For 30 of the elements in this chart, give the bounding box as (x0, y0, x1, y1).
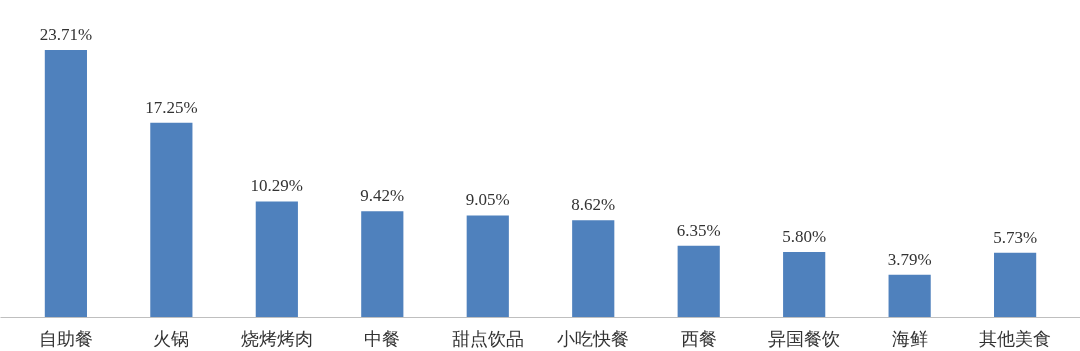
bar (888, 274, 931, 318)
bar (255, 201, 298, 318)
data-label: 5.73% (993, 227, 1038, 247)
data-label: 9.42% (360, 186, 405, 206)
x-tick-label: 烧烤烤肉 (240, 328, 313, 349)
data-label: 17.25% (145, 97, 198, 117)
data-label: 3.79% (887, 249, 932, 269)
bar (361, 211, 404, 318)
x-tick-label: 自助餐 (38, 328, 93, 349)
bar (44, 49, 87, 318)
x-tick-label: 异国餐饮 (768, 328, 841, 349)
data-label: 5.80% (782, 227, 827, 247)
data-label: 8.62% (571, 195, 616, 215)
bar (466, 215, 509, 318)
x-tick-label: 小吃快餐 (557, 328, 630, 349)
bar (677, 245, 720, 318)
x-tick-label: 火锅 (153, 328, 190, 349)
x-tick-label: 西餐 (680, 328, 717, 349)
bar (572, 220, 615, 318)
x-tick-label: 中餐 (364, 328, 401, 349)
data-label: 9.05% (465, 190, 510, 210)
bar (994, 252, 1037, 318)
x-tick-label: 甜点饮品 (451, 328, 524, 349)
data-label: 6.35% (676, 220, 721, 240)
data-label: 23.71% (39, 24, 93, 44)
data-label: 10.29% (250, 176, 304, 196)
bar (783, 252, 826, 318)
x-tick-label: 海鲜 (891, 328, 928, 349)
x-tick-label: 其他美食 (979, 328, 1052, 349)
bar (150, 122, 193, 318)
